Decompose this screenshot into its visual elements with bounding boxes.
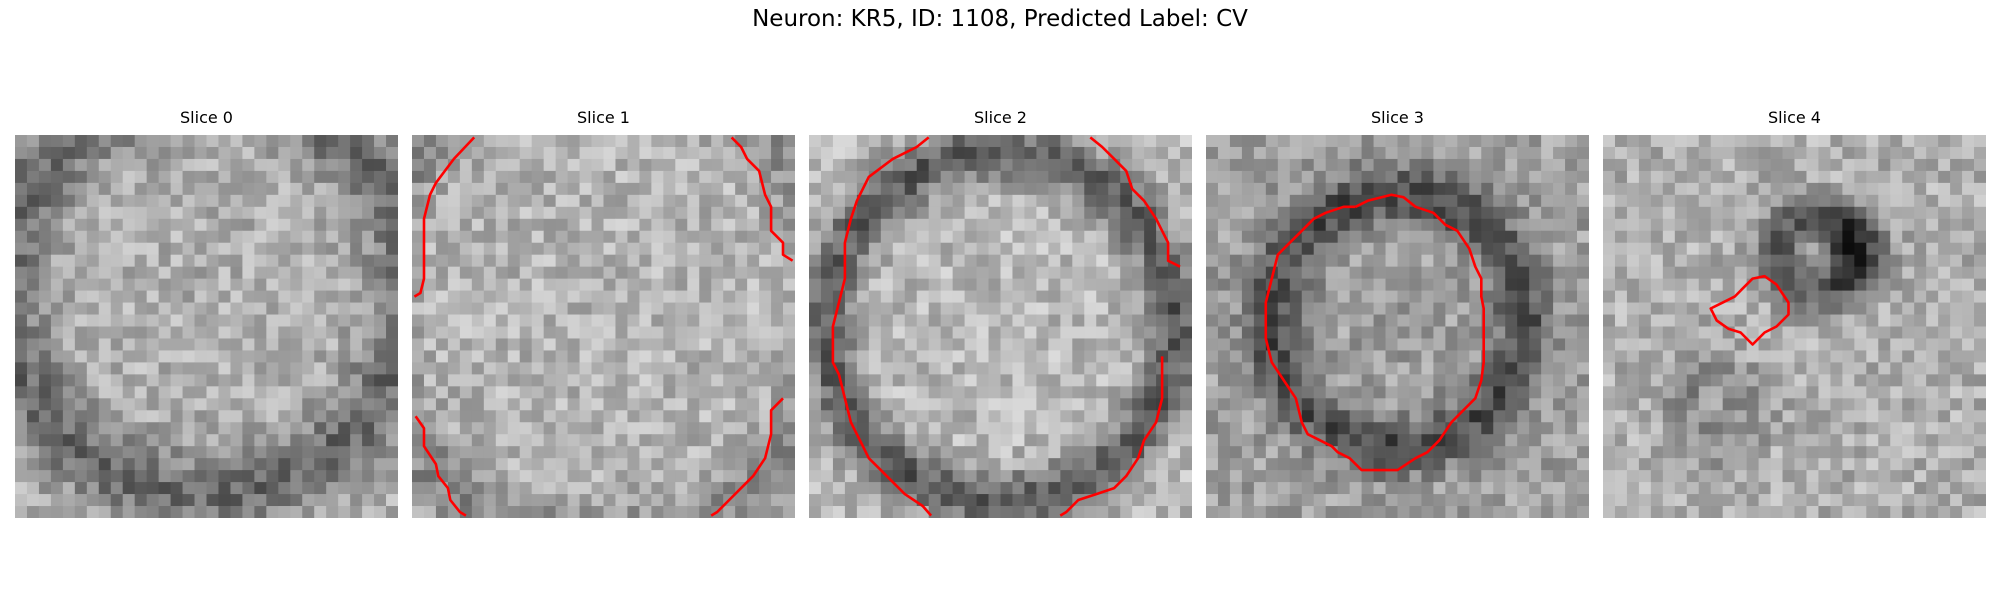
contour-line [1264,193,1486,472]
contour-line [831,136,933,517]
figure-title: Neuron: KR5, ID: 1108, Predicted Label: … [752,6,1248,32]
slice-title: Slice 3 [1371,108,1424,127]
slice-title: Slice 2 [974,108,1027,127]
slice-image-3 [1206,135,1589,518]
slice-image-0 [15,135,398,518]
contour-line [1709,274,1790,346]
slice-title: Slice 1 [577,108,630,127]
slice-title: Slice 4 [1768,108,1821,127]
slice-image-4 [1603,135,1986,518]
contour-line [1089,136,1181,268]
contour-line [730,136,794,262]
contour-line [414,415,467,517]
contour-line [413,136,476,298]
contour-line [710,397,784,517]
slice-image-1 [412,135,795,518]
slice-image-2 [809,135,1192,518]
contour-line [1059,356,1164,517]
slice-title: Slice 0 [180,108,233,127]
